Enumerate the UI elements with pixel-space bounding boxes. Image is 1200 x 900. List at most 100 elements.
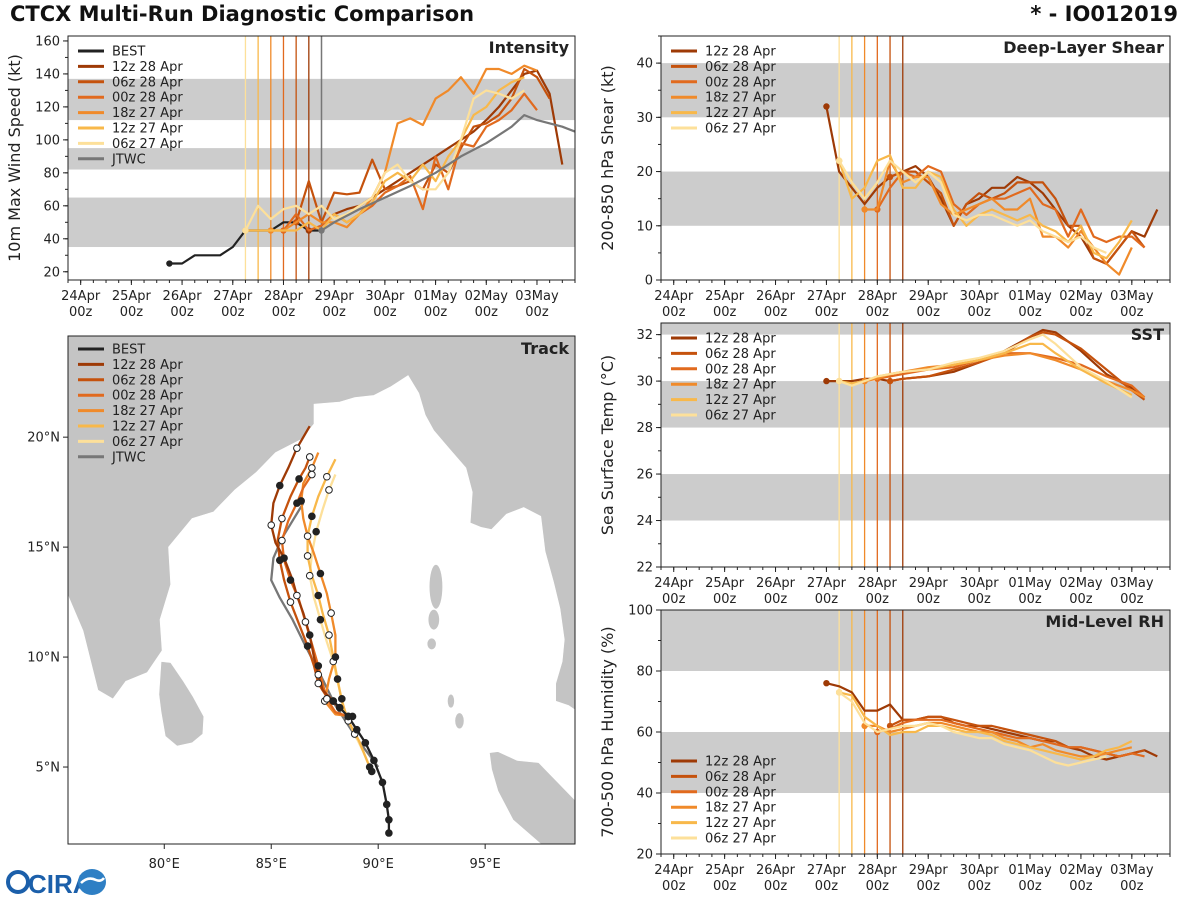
- track-point: [278, 514, 286, 523]
- track-point: [327, 609, 335, 617]
- plot-area-shear: [661, 36, 1170, 280]
- x-tick-label: 00z: [917, 879, 941, 894]
- legend-label: 06z 27 Apr: [112, 137, 183, 152]
- track-point: [323, 695, 331, 703]
- track-point: [305, 453, 314, 461]
- land-island: [428, 609, 440, 630]
- track-point: [329, 697, 338, 705]
- x-tick-label: 00z: [866, 592, 890, 607]
- series-line-06z-27-apr: [838, 159, 1107, 254]
- land-sumatra: [489, 751, 575, 844]
- x-tick-label: 00z: [1018, 592, 1042, 607]
- track-point: [314, 670, 323, 679]
- x-tick-label: 00z: [967, 879, 991, 894]
- x-tick-label: 00z: [424, 305, 448, 320]
- plot-area-rh: [661, 610, 1170, 854]
- y-tick-label: 30: [636, 111, 653, 126]
- x-tick-label: 27Apr: [807, 863, 847, 878]
- x-tick-label: 00z: [170, 305, 194, 320]
- series-line-00z-28-apr: [876, 165, 1146, 249]
- legend-label: JTWC: [111, 450, 146, 465]
- x-tick-label: 00z: [1069, 592, 1093, 607]
- track-point: [305, 571, 314, 580]
- series-line-00z-28-apr: [877, 718, 1145, 758]
- track-point: [361, 739, 370, 747]
- x-tick-label: 00z: [1120, 305, 1144, 320]
- series-line-12z-27-apr: [838, 154, 1133, 260]
- map-area: [68, 336, 575, 844]
- series-start-marker: [823, 680, 830, 687]
- x-tick-label: 01May: [1008, 289, 1052, 304]
- land-island: [429, 564, 443, 609]
- legend-label: 06z 28 Apr: [705, 770, 776, 785]
- series-line-06z-27-apr: [838, 691, 1107, 767]
- legend-label: 06z 28 Apr: [705, 60, 776, 75]
- panel-title: SST: [1131, 325, 1164, 344]
- series-start-marker: [823, 103, 830, 110]
- legend-label: 06z 28 Apr: [705, 347, 776, 362]
- land-island: [447, 694, 455, 708]
- track-point: [301, 618, 310, 626]
- y-tick-label: 24: [636, 514, 653, 529]
- x-tick-label: 01May: [1008, 576, 1052, 591]
- x-tick-label: 00z: [1069, 305, 1093, 320]
- panel-title: Track: [521, 339, 569, 358]
- track-point: [280, 554, 288, 562]
- land-sri-lanka: [158, 661, 205, 747]
- x-tick-label: 26Apr: [756, 863, 796, 878]
- x-tick-label: 24Apr: [654, 863, 694, 878]
- panel-title: Deep-Layer Shear: [1003, 38, 1164, 57]
- y-axis-label: 10m Max Wind Speed (kt): [5, 54, 24, 262]
- x-tick-label: 00z: [764, 592, 788, 607]
- x-tick-label: 27Apr: [807, 289, 847, 304]
- track-point: [293, 444, 301, 452]
- x-tick-label: 28Apr: [858, 289, 898, 304]
- x-tick-label: 00z: [866, 879, 890, 894]
- cira-logo-wave-icon: [80, 877, 105, 884]
- track-point: [303, 532, 312, 540]
- y-tick-label: 28: [636, 421, 653, 436]
- x-tick-label: 03May: [1110, 576, 1154, 591]
- map-frame: [67, 335, 576, 845]
- x-tick-label: 01May: [414, 289, 458, 304]
- series-start-marker: [835, 689, 843, 696]
- series-start-marker: [166, 260, 173, 267]
- legend-label: 18z 27 Apr: [112, 404, 183, 419]
- legend-label: 00z 28 Apr: [705, 75, 776, 90]
- x-tick-label: 00z: [815, 305, 839, 320]
- track-line: [306, 458, 371, 768]
- x-tick-label: 30Apr: [365, 289, 405, 304]
- x-tick-label: 00z: [764, 305, 788, 320]
- y-tick-label: 20: [636, 165, 653, 180]
- x-tick-label: 26Apr: [756, 289, 796, 304]
- y-tick-label: 20: [636, 848, 653, 863]
- cira-logo-swirl-icon: [78, 869, 106, 895]
- lat-tick-label: 20°N: [27, 431, 60, 446]
- track-point: [325, 486, 333, 494]
- x-tick-label: 00z: [322, 305, 346, 320]
- cira-logo-globe-icon: [6, 870, 30, 894]
- storm-id: * - IO012019: [1030, 2, 1178, 26]
- x-tick-label: 00z: [662, 879, 686, 894]
- track-point: [267, 521, 276, 529]
- x-tick-label: 00z: [525, 305, 549, 320]
- x-tick-label: 30Apr: [960, 576, 1000, 591]
- x-tick-label: 03May: [1110, 289, 1154, 304]
- lat-tick-label: 10°N: [27, 651, 60, 666]
- x-tick-label: 00z: [662, 305, 686, 320]
- panel-title: Intensity: [489, 38, 570, 57]
- y-tick-label: 40: [636, 57, 653, 72]
- track-point: [293, 499, 301, 507]
- track-point: [295, 475, 303, 483]
- x-tick-label: 24Apr: [654, 289, 694, 304]
- legend-label: 12z 28 Apr: [705, 755, 776, 770]
- x-tick-label: 24Apr: [654, 576, 694, 591]
- x-tick-label: 00z: [1120, 879, 1144, 894]
- y-tick-label: 40: [636, 787, 653, 802]
- x-tick-label: 02May: [1059, 289, 1103, 304]
- y-tick-label: 60: [43, 199, 60, 214]
- x-tick-label: 25Apr: [705, 289, 745, 304]
- series-line-06z-28-apr: [889, 331, 1146, 401]
- series-line-18z-27-apr: [270, 64, 538, 232]
- track-point: [308, 470, 316, 479]
